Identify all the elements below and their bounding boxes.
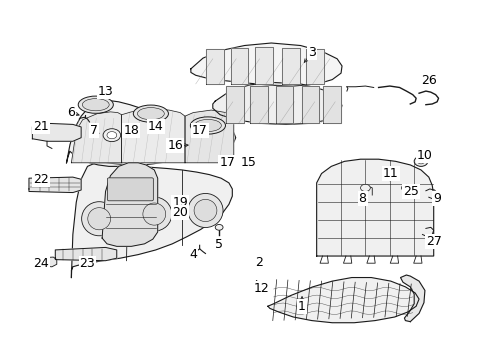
Text: 27: 27 — [425, 235, 441, 248]
Polygon shape — [66, 100, 235, 166]
Circle shape — [215, 225, 223, 230]
Text: 8: 8 — [358, 192, 366, 205]
Circle shape — [417, 159, 424, 164]
Ellipse shape — [78, 96, 113, 113]
Text: 11: 11 — [382, 167, 398, 180]
Text: 16: 16 — [167, 139, 183, 152]
Text: 1: 1 — [298, 300, 305, 313]
Polygon shape — [282, 48, 299, 84]
Polygon shape — [206, 49, 224, 84]
Polygon shape — [212, 82, 341, 125]
Text: 9: 9 — [432, 192, 440, 205]
Circle shape — [360, 184, 369, 192]
Polygon shape — [55, 247, 117, 261]
Ellipse shape — [82, 99, 109, 111]
Polygon shape — [230, 48, 248, 84]
Polygon shape — [400, 275, 424, 321]
Ellipse shape — [194, 120, 221, 132]
Text: 15: 15 — [240, 156, 256, 169]
Circle shape — [401, 184, 410, 192]
Text: 22: 22 — [33, 173, 48, 186]
Polygon shape — [250, 86, 267, 123]
Polygon shape — [255, 48, 272, 84]
Polygon shape — [102, 163, 158, 246]
Ellipse shape — [137, 108, 164, 120]
Polygon shape — [225, 86, 243, 123]
Text: 24: 24 — [33, 257, 48, 270]
Text: 6: 6 — [67, 106, 75, 119]
Text: 26: 26 — [420, 74, 436, 87]
Ellipse shape — [137, 197, 171, 231]
Ellipse shape — [187, 193, 223, 228]
Text: 21: 21 — [33, 121, 48, 134]
Text: 13: 13 — [98, 85, 113, 98]
Polygon shape — [190, 43, 341, 86]
Text: 20: 20 — [172, 207, 188, 220]
Polygon shape — [275, 86, 293, 123]
Circle shape — [107, 132, 117, 139]
Text: 5: 5 — [215, 238, 223, 251]
Ellipse shape — [88, 208, 110, 230]
Text: 2: 2 — [255, 256, 263, 269]
Circle shape — [103, 129, 121, 141]
Text: 18: 18 — [123, 124, 139, 137]
Polygon shape — [29, 177, 81, 193]
Circle shape — [413, 156, 427, 166]
Text: 19: 19 — [172, 196, 187, 209]
Polygon shape — [267, 278, 418, 323]
Ellipse shape — [133, 105, 168, 122]
Ellipse shape — [81, 202, 117, 236]
Polygon shape — [323, 86, 340, 123]
Text: 23: 23 — [80, 257, 95, 270]
Text: 17: 17 — [219, 156, 235, 169]
Text: 3: 3 — [307, 46, 315, 59]
Polygon shape — [184, 110, 233, 163]
FancyBboxPatch shape — [107, 178, 153, 201]
Polygon shape — [71, 163, 232, 278]
Ellipse shape — [194, 199, 217, 221]
Text: 17: 17 — [191, 124, 207, 137]
Text: 12: 12 — [253, 282, 269, 295]
Ellipse shape — [142, 203, 165, 225]
Polygon shape — [71, 112, 122, 163]
Ellipse shape — [190, 117, 225, 134]
Polygon shape — [122, 109, 184, 163]
Polygon shape — [316, 159, 433, 256]
Text: 25: 25 — [403, 185, 418, 198]
Polygon shape — [306, 49, 324, 84]
Text: 7: 7 — [90, 124, 98, 137]
Text: 4: 4 — [189, 248, 197, 261]
Text: 10: 10 — [416, 149, 432, 162]
Polygon shape — [34, 257, 57, 267]
Polygon shape — [32, 123, 81, 141]
Polygon shape — [301, 86, 319, 123]
Text: 14: 14 — [147, 121, 163, 134]
